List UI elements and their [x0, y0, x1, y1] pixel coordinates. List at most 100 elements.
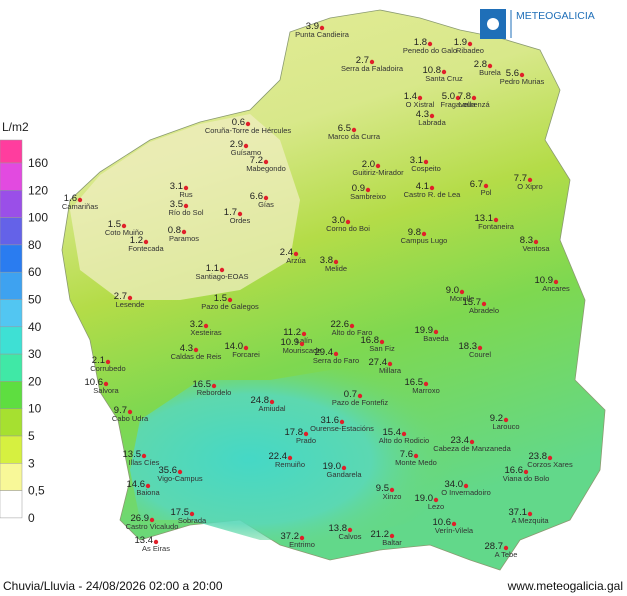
station-value: 2.0 [362, 159, 375, 170]
legend-swatch [0, 271, 23, 300]
station-value: 26.9 [131, 513, 150, 524]
station-dot [417, 95, 423, 101]
station-dot [105, 359, 111, 365]
station-name: Serra do Faro [313, 356, 359, 365]
legend-title: L/m2 [2, 120, 29, 134]
legend-label: 120 [28, 183, 48, 197]
station-name: Baiona [136, 488, 160, 497]
station-name: Viana do Bolo [503, 474, 550, 483]
station-dot [523, 469, 529, 475]
legend-swatch [0, 217, 23, 246]
station-value: 2.7 [356, 55, 369, 66]
station-name: Morelle [450, 294, 475, 303]
station-dot [503, 545, 509, 551]
station-dot [553, 279, 559, 285]
station-name: Corzos Xares [527, 460, 573, 469]
station-dot [141, 453, 147, 459]
station-dot [483, 183, 489, 189]
station-dot [269, 399, 275, 405]
station-dot [121, 223, 127, 229]
station-name: Verín-Vilela [435, 526, 474, 535]
station-value: 22.6 [331, 319, 350, 330]
station-dot [455, 95, 461, 101]
station-value: 7.6 [400, 449, 413, 460]
station-dot [211, 383, 217, 389]
station-dot [127, 295, 133, 301]
station-dot [339, 419, 345, 425]
station-value: 5.6 [506, 68, 519, 79]
station-value: 17.5 [171, 507, 190, 518]
station-value: 10.9 [281, 337, 300, 348]
station-dot [333, 259, 339, 265]
station-value: 1.6 [64, 193, 77, 204]
station-name: As Eiras [142, 544, 170, 553]
station-name: Lezo [428, 502, 444, 511]
station-name: Mouriscade [283, 346, 322, 355]
station-name: Fragavella [440, 100, 476, 109]
legend-label: 10 [28, 402, 42, 416]
legend-label: 0,5 [28, 484, 45, 498]
footer-caption: Chuvia/Lluvia - 24/08/2026 02:00 a 20:00 [3, 579, 223, 593]
legend-label: 0 [28, 511, 35, 525]
station-value: 13.1 [475, 213, 494, 224]
station-value: 6.7 [470, 179, 483, 190]
station-name: Corno do Boi [326, 224, 370, 233]
station-value: 3.8 [320, 255, 333, 266]
station-name: Mabegondo [246, 164, 286, 173]
station-name: San Fiz [369, 344, 395, 353]
station-dot [389, 487, 395, 493]
station-value: 9.8 [408, 227, 421, 238]
station-value: 27.4 [369, 357, 388, 368]
legend-swatch [0, 162, 23, 191]
legend-label: 100 [28, 211, 48, 225]
station-dot [487, 63, 493, 69]
station-dot [189, 511, 195, 517]
legend-swatch [0, 408, 23, 437]
legend-label: 40 [28, 320, 42, 334]
logo-text: METEOGALICIA [516, 10, 595, 22]
legend-label: 3 [28, 456, 35, 470]
station-dot [441, 69, 447, 75]
station-value: 1.1 [206, 263, 219, 274]
station-value: 9.5 [376, 483, 389, 494]
station-value: 11.2 [283, 327, 301, 338]
station-dot [365, 187, 371, 193]
station-name: Forcarei [232, 350, 260, 359]
station-value: 2.8 [474, 59, 487, 70]
station-value: 0.9 [352, 183, 365, 194]
station-name: Campus Lugo [401, 236, 448, 245]
station-name: Castro Vicaludo [126, 522, 179, 531]
station-dot [349, 323, 355, 329]
wet-zone [130, 360, 470, 540]
station-value: 0.6 [232, 117, 245, 128]
station-value: 10.6 [85, 377, 104, 388]
station-dot [333, 351, 339, 357]
station-value: 1.7 [224, 207, 237, 218]
station-dot [413, 453, 419, 459]
station-value: 7.8 [458, 91, 471, 102]
station-value: 2.4 [280, 247, 293, 258]
station-name: Arzúa [286, 256, 306, 265]
station-dot [451, 521, 457, 527]
station-value: 16.5 [405, 377, 424, 388]
station-value: 6.5 [338, 123, 351, 134]
station-name: Xesteiras [190, 328, 222, 337]
station-value: 19.0 [323, 461, 342, 472]
station-name: Santa Cruz [425, 74, 463, 83]
station-value: 13.4 [135, 535, 154, 546]
legend-swatch [0, 353, 23, 382]
station-value: 23.8 [529, 451, 548, 462]
station-value: 4.1 [416, 181, 429, 192]
station-dot [183, 203, 189, 209]
station-dot [519, 72, 525, 78]
station-name: Baltar [382, 538, 402, 547]
station-name: Guísamo [231, 148, 261, 157]
station-value: 37.2 [281, 531, 300, 542]
station-dot [547, 455, 553, 461]
station-value: 1.2 [130, 235, 143, 246]
station-name: Corrubedo [90, 364, 125, 373]
station-name: Caldas de Reis [171, 352, 222, 361]
station-value: 2.9 [230, 139, 243, 150]
station-name: Calvos [339, 532, 362, 541]
